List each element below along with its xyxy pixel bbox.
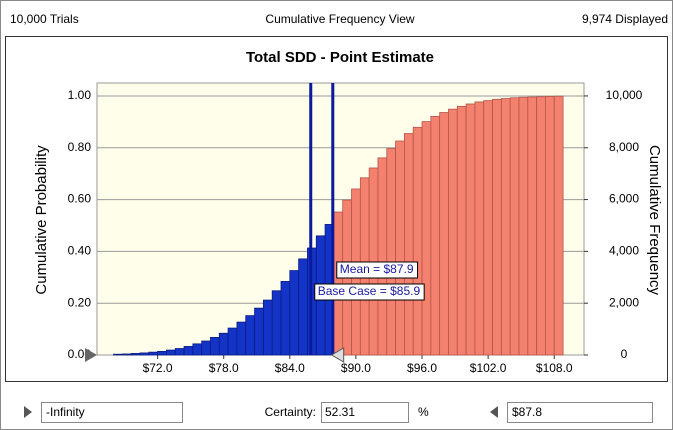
bar <box>201 340 211 356</box>
bar <box>377 157 388 356</box>
x-tick-label: $96.0 <box>407 361 437 375</box>
upper-handle[interactable] <box>330 347 345 363</box>
bar <box>518 96 529 356</box>
plot: 0.000.200.400.600.801.0002,0004,0006,000… <box>68 82 643 375</box>
bar <box>474 101 485 356</box>
bar <box>395 140 405 356</box>
bar <box>448 108 458 356</box>
upper-input[interactable] <box>507 402 653 423</box>
bar <box>245 315 255 356</box>
certainty-unit: % <box>418 405 429 419</box>
y-tick-label: 1.00 <box>68 88 92 102</box>
upper-arrow[interactable] <box>490 406 498 418</box>
y-tick-label: 0.20 <box>68 295 92 309</box>
bar <box>236 321 247 356</box>
bar <box>148 351 158 356</box>
annotation-label: Base Case = $85.9 <box>318 284 421 298</box>
annotation-box <box>336 261 419 279</box>
y-axis-label: Cumulative Probability <box>33 145 50 295</box>
y-tick-label: 0.60 <box>68 192 92 206</box>
bar <box>483 100 493 356</box>
y2-tick-label: 0 <box>621 347 628 361</box>
bar <box>157 350 167 356</box>
lower-handle[interactable] <box>85 348 97 362</box>
y2-tick-label: 6,000 <box>609 192 639 206</box>
view-name[interactable]: Cumulative Frequency View <box>265 12 415 26</box>
bar <box>509 97 520 356</box>
bar <box>465 103 476 356</box>
bar <box>210 336 220 356</box>
bar <box>192 343 203 356</box>
annotation-label: Mean = $87.9 <box>340 262 414 276</box>
bar <box>527 96 538 356</box>
bar <box>139 352 150 356</box>
bar <box>404 133 414 356</box>
bar <box>183 346 194 356</box>
bar <box>412 126 423 356</box>
bar <box>386 148 396 356</box>
lower-value: -Infinity <box>46 405 85 419</box>
y2-axis-label: Cumulative Frequency <box>646 145 663 296</box>
bar <box>421 121 432 356</box>
bar <box>298 258 308 356</box>
bar <box>430 116 441 356</box>
y2-tick-label: 4,000 <box>609 244 639 258</box>
bar <box>492 98 502 356</box>
y2-tick-label: 2,000 <box>609 295 639 309</box>
bar <box>280 281 291 356</box>
y-tick-label: 0.40 <box>68 244 92 258</box>
certainty-value: 52.31 <box>325 405 355 419</box>
bar <box>166 349 176 356</box>
bar <box>130 353 141 356</box>
trials-count: 10,000 Trials <box>10 12 79 26</box>
y2-tick-label: 8,000 <box>609 140 639 154</box>
bar <box>456 105 467 356</box>
bar <box>500 98 511 356</box>
bar <box>218 332 229 356</box>
certainty-input[interactable] <box>321 402 409 423</box>
bar <box>553 95 564 356</box>
upper-value: $87.8 <box>512 405 542 419</box>
bar <box>271 290 282 356</box>
x-tick-label: $72.0 <box>143 361 173 375</box>
bar <box>174 348 185 356</box>
bar <box>536 96 546 356</box>
y2-tick-label: 10,000 <box>606 88 643 102</box>
bar <box>254 307 264 356</box>
bar <box>439 112 449 356</box>
x-tick-label: $102.0 <box>470 361 507 375</box>
displayed-count: 9,974 Displayed <box>582 12 668 26</box>
bar <box>545 96 555 356</box>
footer: -Infinity Certainty: 52.31 % $87.8 <box>24 402 653 423</box>
chart-title: Total SDD - Point Estimate <box>246 49 434 66</box>
bar <box>262 299 273 356</box>
certainty-label: Certainty: <box>265 405 316 419</box>
bar <box>113 353 123 356</box>
x-tick-label: $84.0 <box>275 361 305 375</box>
x-tick-label: $90.0 <box>341 361 371 375</box>
bar <box>227 327 238 356</box>
lower-arrow[interactable] <box>24 406 32 418</box>
bar <box>121 353 132 356</box>
bar <box>289 270 300 356</box>
y-tick-label: 0.80 <box>68 140 92 154</box>
annotation-box <box>314 283 425 301</box>
x-tick-label: $78.0 <box>209 361 239 375</box>
lower-input[interactable] <box>41 402 183 423</box>
x-tick-label: $108.0 <box>536 361 573 375</box>
